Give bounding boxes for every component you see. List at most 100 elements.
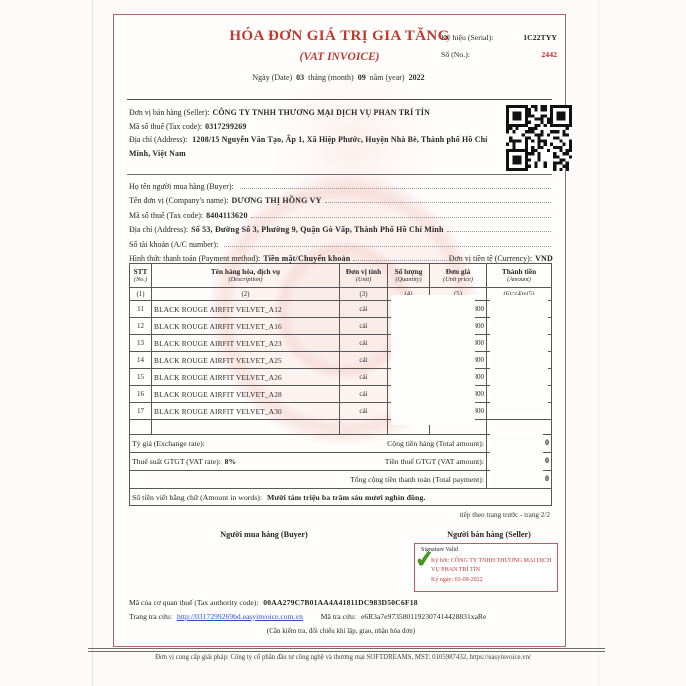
photo-edge-left: [92, 0, 93, 686]
col-unit-price: Đơn giá (Unit price): [429, 263, 487, 288]
dotted-leader: [324, 193, 551, 204]
seller-address-label: Địa chỉ (Address):: [129, 135, 188, 145]
buyer-company-label: Tên đơn vị (Company's name):: [129, 196, 229, 206]
subtotal-label: Cộng tiền hàng (Total amount):: [387, 439, 484, 448]
seller-name-label: Đơn vị bán hàng (Seller):: [129, 108, 210, 117]
lookup-code: e6R3a7e9735801192307414428831xaRe: [360, 611, 487, 621]
table-row: 15 BLACK ROUGE AIRFIT VELVET_A26 cái 800: [129, 368, 552, 386]
amount-words-label: Số tiền viết bằng chữ (Amount in words):: [132, 492, 263, 502]
signed-by: Ký bởi: CÔNG TY TNHH THƯƠNG MẠI DỊCH VỤ …: [431, 558, 552, 574]
total-row: Tổng cộng tiền thanh toán (Total payment…: [129, 470, 552, 489]
tax-authority-line: Mã của cơ quan thuế (Tax authority code)…: [129, 596, 553, 610]
currency-value: VND: [535, 254, 553, 264]
tax-authority-code: 00AA279C7B01AA4A41811DC983D50C6F18: [263, 598, 418, 607]
col-description: Tên hàng hóa, dịch vụ (Description): [151, 263, 340, 288]
seller-tax-line: Mã số thuế (Tax code): 0317299269: [129, 120, 495, 134]
buyer-address-line: Địa chỉ (Address): Số 53, Đường Số 3, Ph…: [129, 222, 553, 236]
photo-edge-right: [598, 0, 599, 686]
invoice-no-row: Số (No.): 2442: [441, 50, 557, 59]
buyer-company-value: DƯƠNG THỊ HỒNG VY: [231, 196, 322, 206]
seller-address-value: 1208/15 Nguyễn Văn Tạo, Ấp 1, Xã Hiệp Ph…: [129, 135, 488, 158]
lookup-label: Trang tra cứu:: [129, 611, 173, 621]
lookup-code-label: Mã tra cứu:: [320, 611, 357, 621]
footer-divider: [88, 648, 605, 652]
amount-words-value: Mười tám triệu ba trăm sáu mươi nghìn đồ…: [267, 492, 426, 502]
lookup-line: Trang tra cứu: http://0317299269bd.easyi…: [129, 610, 553, 624]
invoice-subtitle: (VAT INVOICE): [299, 51, 380, 63]
seal-watermark-2: [254, 75, 454, 215]
dotted-leader: [239, 179, 551, 189]
invoice-no-value: 2442: [541, 50, 557, 59]
signed-date: Ký ngày: 03-09-2022: [431, 576, 483, 583]
dotted-leader: [353, 251, 447, 262]
table-row: 12 BLACK ROUGE AIRFIT VELVET_A16 cái 800: [129, 317, 552, 335]
column-number-row: (1) (2) (3) (4) (5) (6)=(4)x(5): [129, 287, 552, 301]
table-row: 14 BLACK ROUGE AIRFIT VELVET_A25 cái 800: [129, 351, 552, 369]
table-header-row: STT (No.) Tên hàng hóa, dịch vụ (Descripti…: [129, 263, 552, 288]
date-month: 09: [357, 73, 366, 82]
buyer-name-line: Họ tên người mua hàng (Buyer):: [129, 179, 553, 193]
dotted-leader: [224, 237, 551, 247]
serial-label: Ký hiệu (Serial):: [441, 33, 494, 42]
currency-label: Đơn vị tiền tệ (Currency):: [448, 254, 533, 264]
tax-authority-label: Mã của cơ quan thuế (Tax authority code)…: [129, 598, 259, 607]
exchange-rate-label: Tỷ giá (Exchange rate):: [132, 439, 205, 448]
buyer-divider: [127, 174, 552, 175]
col-stt: STT (No.): [129, 263, 152, 288]
seller-section: Đơn vị bán hàng (Seller): CÔNG TY TNHH T…: [129, 106, 495, 160]
buyer-company-line: Tên đơn vị (Company's name): DƯƠNG THỊ H…: [129, 193, 553, 207]
buyer-name-label: Họ tên người mua hàng (Buyer):: [129, 182, 234, 191]
dotted-leader: [446, 222, 551, 233]
buyer-address-label: Địa chỉ (Address):: [129, 225, 189, 235]
seller-sign-title: Người bán hàng (Seller): [447, 530, 531, 539]
buyer-section: Họ tên người mua hàng (Buyer): Tên đơn v…: [129, 179, 553, 265]
lookup-url: http://0317299269bd.easyinvoice.com.vn: [176, 611, 303, 621]
seller-tax-value: 0317299269: [205, 121, 247, 131]
buyer-account-label: Số tài khoản (A/C number):: [129, 239, 219, 249]
qr-code: [506, 105, 572, 171]
serial-value: 1C22TYY: [523, 33, 557, 42]
total-payment-label: Tổng cộng tiền thanh toán (Total payment…: [350, 475, 484, 484]
payment-value: Tiền mặt/Chuyển khoản: [263, 254, 351, 264]
vat-row: Thuế suất GTGT (VAT rate): 8% Tiền thuế …: [129, 452, 552, 471]
date-year: 2022: [408, 73, 425, 82]
payment-label: Hình thức thanh toán (Payment method):: [129, 254, 261, 264]
header-divider: [127, 99, 552, 100]
date-prefix: Ngày (Date): [252, 73, 293, 82]
amount-in-words-row: Số tiền viết bằng chữ (Amount in words):…: [129, 488, 552, 506]
signature-valid-label: Signature Valid: [421, 547, 459, 553]
redaction-amount: [490, 295, 548, 411]
table-row: 13 BLACK ROUGE AIRFIT VELVET_A23 cái 800: [129, 334, 552, 352]
invoice-no-label: Số (No.):: [441, 50, 471, 59]
seller-address-line: Địa chỉ (Address): 1208/15 Nguyễn Văn Tạ…: [129, 133, 495, 160]
invoice-title: HÓA ĐƠN GIÁ TRỊ GIA TĂNG: [229, 28, 450, 44]
col-quantity: Số lượng (Quantity): [387, 263, 430, 288]
invoice-date-line: Ngày (Date) 03 tháng (month) 09 năm (yea…: [114, 73, 565, 82]
date-day: 03: [296, 73, 305, 82]
redaction-totals: [490, 434, 543, 488]
lookup-section: Mã của cơ quan thuế (Tax authority code)…: [129, 596, 553, 639]
digital-signature-box: Signature Valid ✔ Ký bởi: CÔNG TY TNHH T…: [414, 543, 558, 592]
page-note: tiếp theo trang trước - trang 2/2: [459, 511, 550, 519]
vat-amount-label: Tiền thuế GTGT (VAT amount):: [384, 457, 484, 466]
table-row: 17 BLACK ROUGE AIRFIT VELVET_A30 cái 800: [129, 402, 552, 420]
invoice-frame: HÓA ĐƠN GIÁ TRỊ GIA TĂNG (VAT INVOICE) N…: [113, 14, 572, 647]
year-label: năm (year): [369, 73, 405, 82]
subtotal-row: Tỷ giá (Exchange rate): Cộng tiền hàng (…: [129, 434, 552, 453]
buyer-tax-line: Mã số thuế (Tax code): 8404113620: [129, 208, 553, 222]
serial-block: Ký hiệu (Serial): 1C22TYY Số (No.): 2442: [441, 33, 557, 67]
provider-footer: Đơn vị cung cấp giải pháp: Công ty cổ ph…: [155, 654, 531, 661]
redaction-quantity: [391, 295, 475, 425]
seller-name-line: Đơn vị bán hàng (Seller): CÔNG TY TNHH T…: [129, 106, 495, 120]
table-row: 16 BLACK ROUGE AIRFIT VELVET_A28 cái 800: [129, 385, 552, 403]
empty-row: [129, 419, 552, 435]
col-unit: Đơn vị tính (Unit): [339, 263, 388, 288]
buyer-tax-value: 8404113620: [206, 210, 248, 220]
month-label: tháng (month): [308, 73, 354, 82]
seller-tax-label: Mã số thuế (Tax code):: [129, 121, 203, 131]
buyer-account-line: Số tài khoản (A/C number):: [129, 237, 553, 251]
buyer-address-value: Số 53, Đường Số 3, Phường 9, Quận Gò Vấp…: [191, 225, 444, 235]
buyer-tax-label: Mã số thuế (Tax code):: [129, 210, 204, 220]
line-items-table: STT (No.) Tên hàng hóa, dịch vụ (Descripti…: [129, 263, 552, 506]
